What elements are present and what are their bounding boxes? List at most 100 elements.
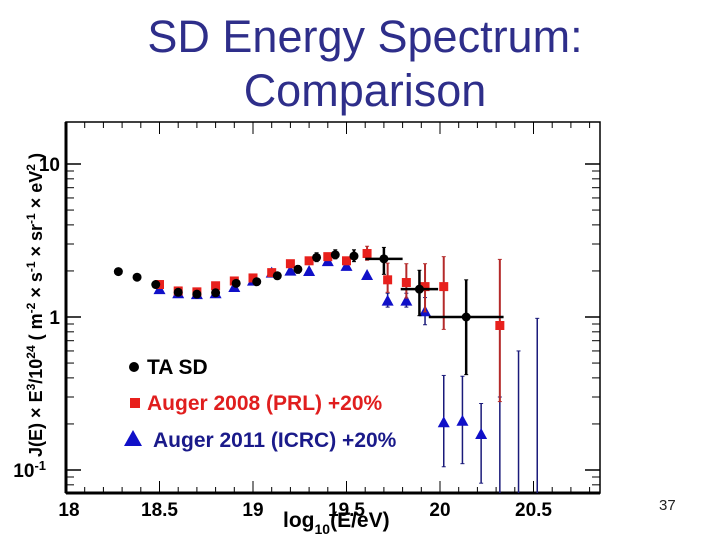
data-point [365,246,403,275]
data-point [293,264,303,274]
auger-2011-marker [361,269,374,281]
data-point [497,396,502,493]
legend-label-auger-2011: Auger 2011 (ICRC) +20% [153,429,397,452]
auger-2011-marker [400,294,413,306]
auger-2011-marker [303,264,316,276]
x-tick-label: 19 [242,500,263,521]
ta-sd-marker [151,280,161,290]
data-point [349,249,359,263]
legend-marker-ta-sd [129,362,139,372]
ta-sd-marker [192,289,202,299]
y-tick-labels: 10-1 1 10 [13,155,60,482]
data-point [192,289,202,299]
auger-2008-marker [285,259,295,269]
ta-sd-marker [312,252,322,262]
data-point [248,273,258,283]
auger-2008-marker [304,256,314,266]
legend-label-ta-sd: TA SD [147,356,208,379]
slide-title-line-2: Comparison [243,65,487,116]
data-point [475,403,488,484]
data-point [342,256,351,266]
legend-marker-auger-2008 [130,398,140,408]
data-point [303,264,316,276]
data-point [361,269,374,281]
auger-2008-marker [401,278,411,288]
data-point [113,267,123,277]
data-point [285,259,295,269]
data-point [495,258,505,403]
auger-2011-marker [284,264,297,276]
auger-2011-marker [437,416,450,428]
y-tick-label: 1 [49,308,60,329]
legend-label-auger-2008: Auger 2008 (PRL) +20% [147,392,383,415]
svg-text:J(E) × E3/1024 ( m-2 × s-1 ×: J(E) × E3/1024 ( m-2 × s-1 × sr-1 × eV2 … [24,153,46,457]
ta-sd-marker [113,267,123,277]
x-tick-label: 18.5 [141,500,178,521]
x-axis-title: log10(E/eV) [283,509,390,537]
data-point [401,263,411,299]
auger-2011-marker [381,294,394,306]
x-tick-label: 20.5 [515,500,552,521]
data-point [267,268,277,278]
data-point [132,272,142,282]
y-tick-label: 10 [39,155,60,176]
data-point [151,280,161,290]
data-point [252,277,262,287]
data-point [272,271,282,281]
auger-2008-marker [267,268,277,278]
auger-2011-marker [475,427,488,439]
data-point [284,264,297,276]
ta-sd-marker [132,272,142,282]
auger-2008-marker [248,273,258,283]
auger-2008-marker [342,256,351,266]
data-point [516,350,521,493]
x-tick-label: 20 [429,500,450,521]
x-tick-label: 18 [58,500,79,521]
auger-2008-marker [495,320,505,330]
auger-2008-marker [420,282,430,292]
data-point [304,256,314,266]
auger-2011-marker [456,414,469,426]
data-point [381,292,394,308]
data-marks [113,245,540,493]
data-point [400,269,439,317]
data-point [456,375,469,465]
data-point [231,278,241,288]
data-point [428,279,504,376]
plot-frame [64,121,601,495]
slide-number: 37 [659,497,676,514]
data-point [211,281,221,291]
ta-sd-marker [173,287,183,297]
data-point [323,252,333,262]
data-point [437,374,450,468]
ta-sd-marker [272,271,282,281]
data-point [312,252,322,263]
ta-sd-marker [293,264,303,274]
auger-2008-marker [323,252,333,262]
data-point [535,317,540,493]
slide-title-line-1: SD Energy Spectrum: [147,11,583,62]
axis-ticks [65,122,600,493]
auger-2008-marker [383,275,393,285]
x-tick-label: 19.5 [328,500,365,521]
data-point [211,288,221,298]
ta-sd-marker [379,254,389,264]
y-axis-title: J(E) × E3/1024 ( m-2 × s-1 × sr-1 × eV2 … [24,153,46,457]
legend: TA SD Auger 2008 (PRL) +20% Auger 2011 (… [124,356,397,452]
ta-sd-marker [414,284,424,294]
y-tick-label: 10-1 [13,458,46,482]
auger-2008-marker [362,249,372,259]
auger-2008-marker [439,282,449,292]
data-point [330,249,340,260]
auger-2008-marker [211,281,221,291]
data-point [383,262,393,293]
data-point [173,287,183,297]
data-point [439,256,449,330]
ta-sd-marker [349,251,359,261]
ta-sd-marker [231,278,241,288]
ta-sd-marker [330,250,340,260]
legend-marker-auger-2011 [124,430,142,446]
x-tick-labels: 18 18.5 19 19.5 20 20.5 [58,500,552,521]
ta-sd-marker [211,288,221,298]
